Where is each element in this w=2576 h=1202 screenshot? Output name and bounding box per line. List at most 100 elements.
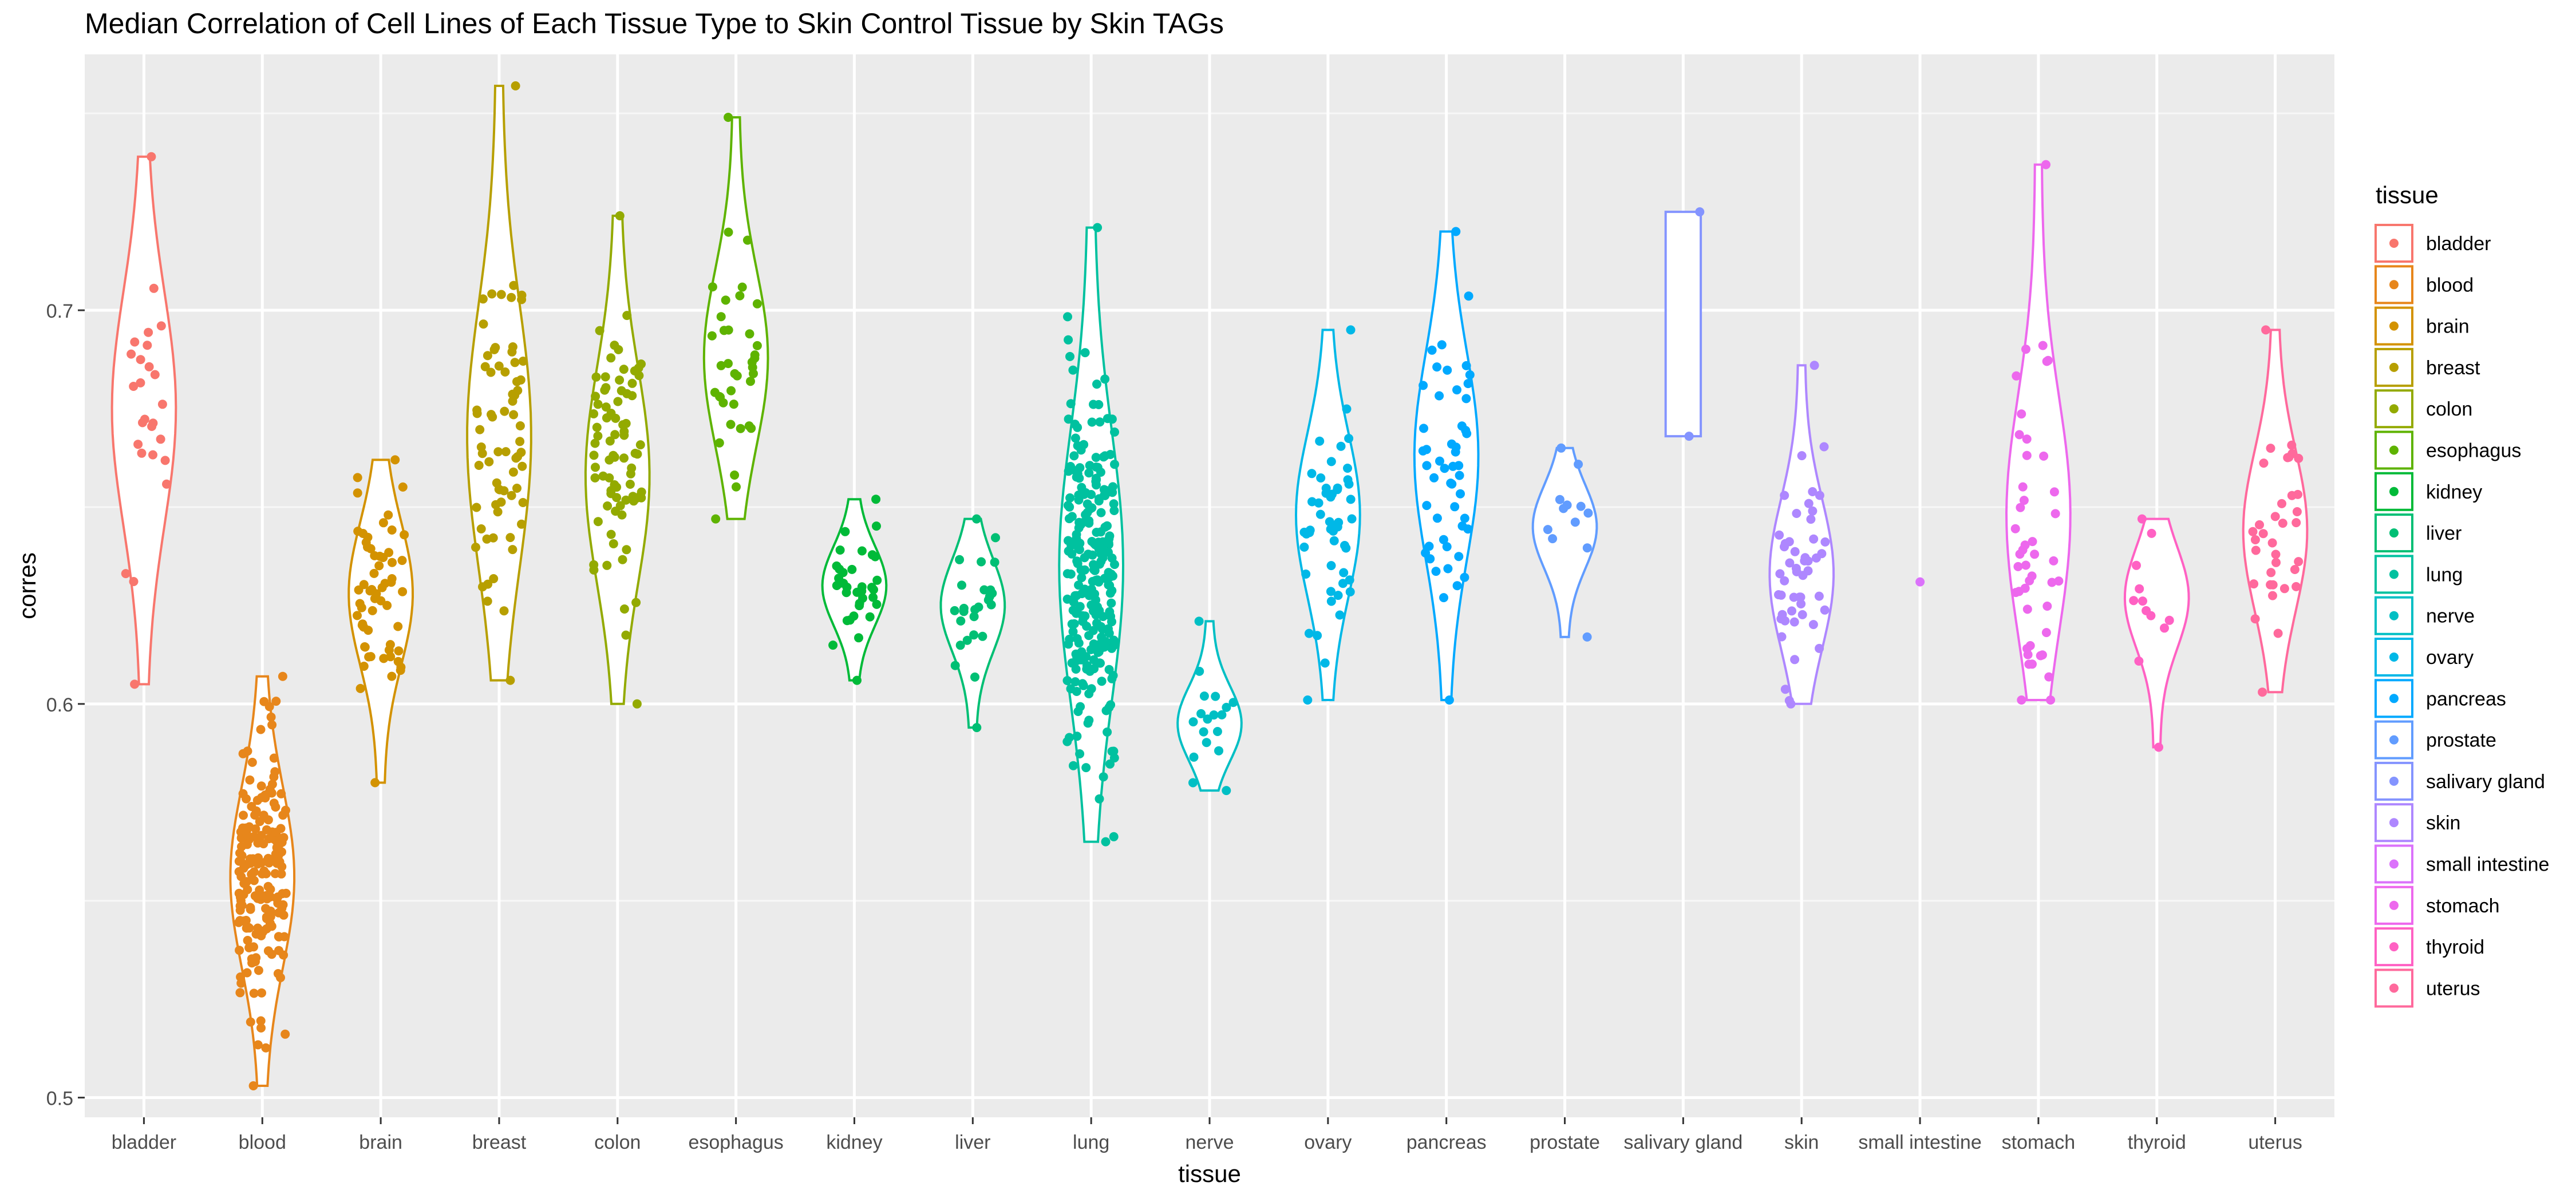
data-point — [1080, 348, 1090, 358]
legend-key — [2374, 968, 2413, 1008]
data-point — [2164, 615, 2174, 625]
data-point — [499, 606, 509, 616]
data-point — [1465, 370, 1475, 379]
data-point — [1107, 414, 1117, 424]
data-point — [1082, 622, 1092, 631]
data-point — [972, 514, 981, 524]
data-point — [378, 518, 388, 528]
data-point — [611, 413, 621, 423]
data-point — [1074, 580, 1084, 590]
data-point — [279, 950, 289, 960]
data-point — [235, 946, 244, 955]
data-point — [1915, 577, 1925, 587]
data-point — [1096, 508, 1106, 517]
data-point — [507, 292, 516, 302]
data-point — [865, 612, 875, 622]
data-point — [1809, 534, 1819, 544]
data-point — [272, 836, 281, 846]
data-point — [1067, 619, 1077, 629]
data-point — [1092, 379, 1101, 389]
data-point — [267, 780, 277, 789]
data-point — [854, 633, 863, 643]
data-point — [2018, 482, 2028, 492]
data-point — [1079, 440, 1089, 449]
data-point — [1075, 463, 1085, 473]
data-point — [974, 602, 983, 612]
violin-esophagus — [702, 116, 769, 520]
data-point — [505, 533, 515, 543]
data-point — [1104, 665, 1114, 674]
legend-key — [2374, 224, 2413, 263]
data-point — [1313, 631, 1322, 640]
data-point — [476, 524, 486, 533]
data-point — [1091, 608, 1100, 618]
data-point — [1299, 542, 1309, 552]
data-point — [601, 402, 611, 412]
data-point — [840, 527, 850, 536]
data-point — [1109, 506, 1119, 515]
data-point — [1326, 561, 1336, 571]
data-point — [374, 561, 384, 571]
data-point — [1086, 684, 1096, 694]
data-point — [1110, 560, 1119, 570]
data-point — [2294, 557, 2304, 567]
data-point — [1804, 499, 1814, 508]
data-point — [1212, 727, 1222, 736]
x-tick-label: lung — [1073, 1132, 1109, 1153]
data-point — [488, 412, 497, 422]
data-point — [956, 616, 966, 626]
data-point — [2010, 524, 2020, 533]
data-point — [618, 555, 627, 564]
data-point — [1460, 513, 1469, 523]
data-point — [1089, 400, 1098, 409]
data-point — [509, 280, 519, 290]
data-point — [237, 900, 247, 910]
data-point — [1104, 547, 1113, 557]
data-point — [256, 890, 266, 900]
data-point — [1339, 568, 1349, 578]
data-point — [969, 612, 979, 622]
legend-item-thyroid: thyroid — [2374, 927, 2484, 967]
x-tick-label: bladder — [112, 1132, 176, 1153]
data-point — [2261, 325, 2271, 335]
data-point — [1091, 576, 1100, 585]
data-point — [592, 422, 602, 432]
data-point — [2129, 596, 2139, 606]
data-point — [353, 488, 362, 498]
data-point — [143, 341, 152, 350]
data-point — [2273, 628, 2283, 638]
data-point — [355, 683, 365, 693]
data-point — [1461, 394, 1471, 404]
legend-item-colon: colon — [2374, 389, 2472, 429]
y-tick-label: 0.5 — [46, 1088, 73, 1110]
data-point — [1110, 460, 1119, 469]
legend-label: breast — [2426, 357, 2480, 379]
data-point — [835, 578, 845, 588]
data-point — [1451, 227, 1461, 236]
data-point — [1795, 592, 1804, 602]
data-point — [2019, 496, 2029, 505]
data-point — [512, 484, 521, 493]
data-point — [858, 594, 867, 603]
data-point — [493, 447, 503, 457]
data-point — [1559, 504, 1568, 513]
legend-label: salivary gland — [2426, 771, 2545, 793]
data-point — [627, 378, 637, 388]
data-point — [1463, 379, 1473, 389]
legend-item-breast: breast — [2374, 347, 2480, 387]
data-point — [1325, 517, 1334, 527]
data-point — [1066, 399, 1076, 409]
data-point — [845, 615, 855, 625]
data-point — [950, 606, 959, 615]
data-point — [393, 622, 403, 631]
data-point — [1065, 351, 1074, 361]
data-point — [150, 370, 160, 379]
data-point — [1087, 503, 1097, 513]
data-point — [1077, 573, 1086, 583]
data-point — [2013, 562, 2023, 571]
legend-label: blood — [2426, 274, 2474, 296]
data-point — [279, 833, 289, 843]
legend-label: colon — [2426, 398, 2472, 420]
data-point — [1820, 605, 1830, 615]
data-point — [735, 291, 745, 300]
